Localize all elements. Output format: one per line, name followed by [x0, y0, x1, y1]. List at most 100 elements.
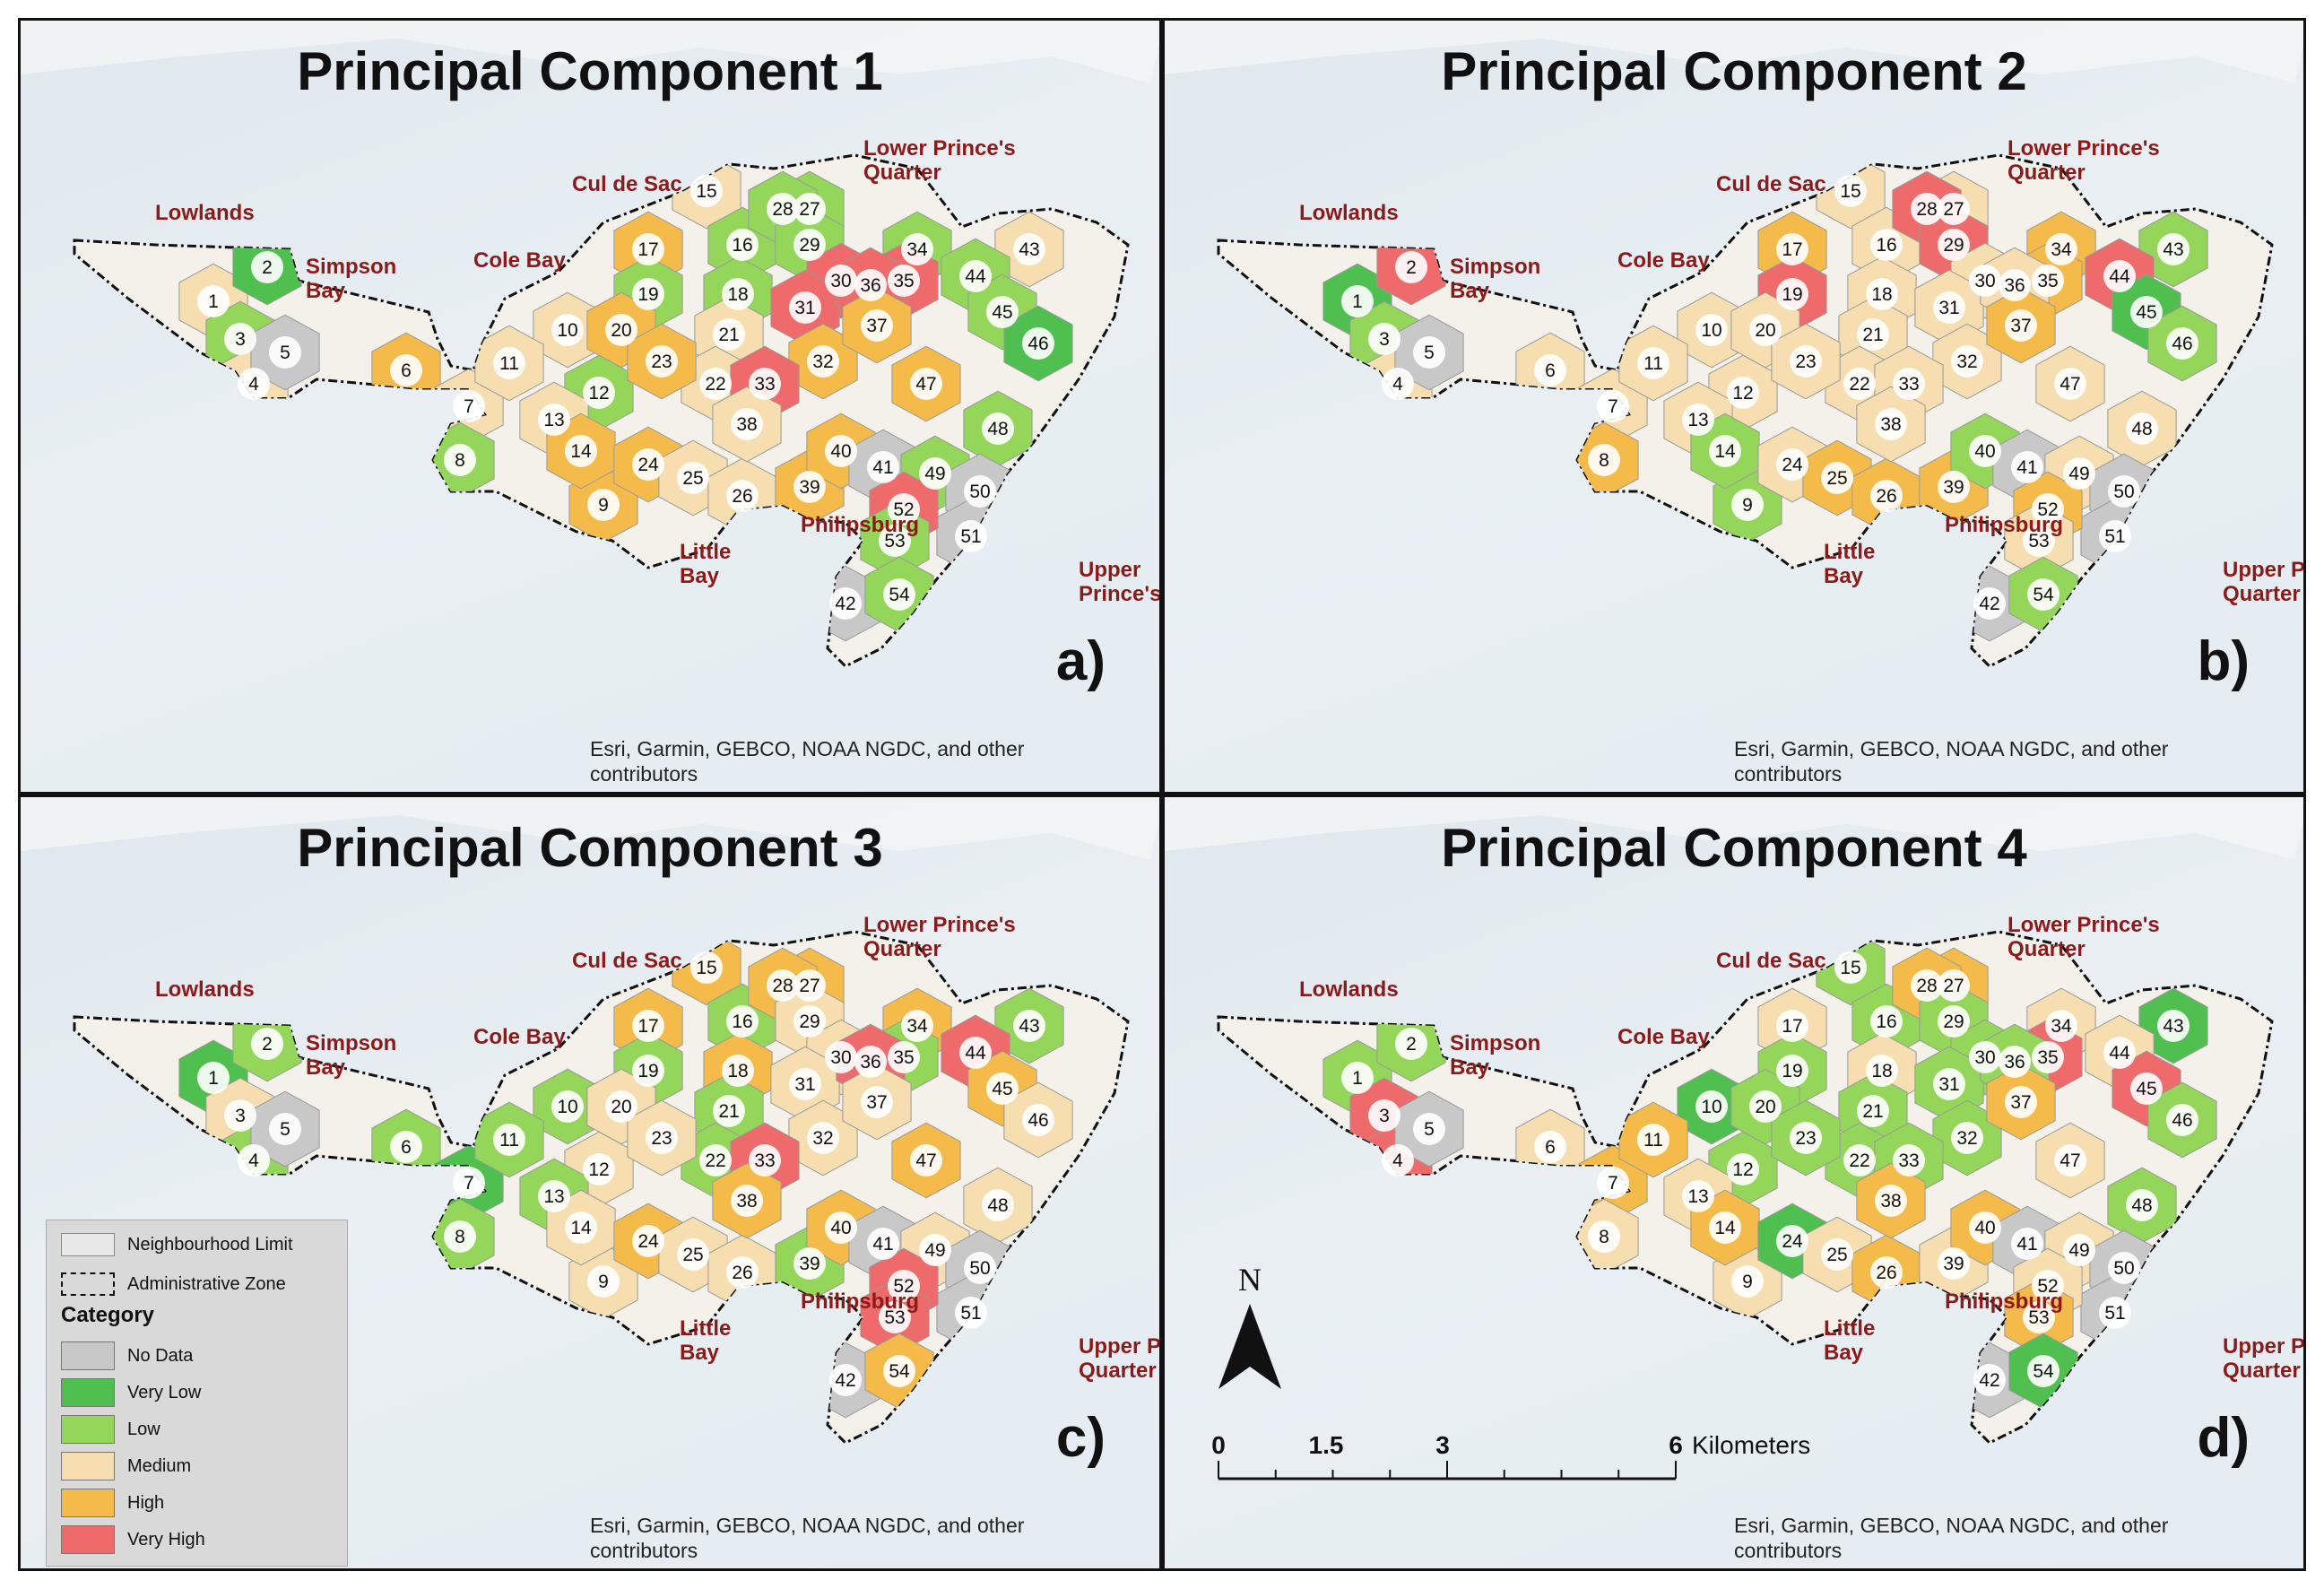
neighbourhood-label-bg: [632, 1225, 664, 1257]
panel-letter: b): [2197, 630, 2250, 692]
region-label-phil: Philipsburg: [801, 1289, 919, 1314]
neighbourhood-number: 1: [208, 1068, 219, 1089]
neighbourhood-label-bg: [690, 175, 723, 207]
neighbourhood-number: 10: [557, 1097, 577, 1117]
neighbourhood-label-bg: [1534, 354, 1566, 386]
scale-bar: 0 1.5 3 6 Kilometers: [1211, 1431, 1810, 1480]
neighbourhood-number: 30: [830, 1047, 851, 1068]
neighbourhood-number: 49: [924, 464, 945, 484]
neighbourhood-label-bg: [2032, 265, 2064, 297]
legend-item-no_data: No Data: [61, 1342, 193, 1370]
neighbourhood-label-bg: [2005, 1086, 2037, 1118]
neighbourhood-number: 28: [1916, 199, 1937, 220]
neighbourhood-label-bg: [1911, 193, 1943, 225]
neighbourhood-number: 9: [1742, 1272, 1753, 1292]
neighbourhood-label-bg: [224, 1099, 256, 1132]
neighbourhood-label-bg: [910, 1144, 942, 1177]
region-label-lowlands: Lowlands: [1299, 201, 1399, 225]
neighbourhood-number: 45: [992, 1079, 1012, 1099]
legend-swatch: [61, 1378, 115, 1407]
neighbourhood-number: 4: [1392, 1151, 1403, 1171]
neighbourhood-label-bg: [1938, 471, 1970, 503]
neighbourhood-number: 36: [2004, 275, 2025, 296]
neighbourhood-number: 41: [872, 1234, 893, 1255]
neighbourhood-number: 18: [1871, 284, 1892, 305]
neighbourhood-label-bg: [2045, 1010, 2077, 1042]
svg-text:N: N: [1238, 1262, 1262, 1298]
neighbourhood-label-bg: [793, 193, 826, 225]
neighbourhood-number: 32: [812, 352, 833, 372]
neighbourhood-number: 38: [736, 414, 757, 435]
neighbourhood-label-bg: [677, 462, 709, 494]
neighbourhood-label-bg: [982, 412, 1014, 445]
neighbourhood-label-bg: [1776, 278, 1808, 310]
neighbourhood-label-bg: [1695, 314, 1728, 346]
neighbourhood-label-bg: [1969, 1211, 2001, 1244]
neighbourhood-swatch: [61, 1233, 115, 1256]
neighbourhood-number: 7: [1608, 1173, 1618, 1194]
neighbourhood-number: 7: [464, 396, 474, 417]
neighbourhood-number: 12: [588, 1159, 609, 1180]
neighbourhood-label-bg: [1382, 1144, 1414, 1177]
neighbourhood-label-bg: [867, 451, 899, 483]
neighbourhood-label-bg: [1938, 1247, 1970, 1280]
neighbourhood-number: 46: [1028, 1110, 1048, 1131]
region-label-cole: Cole Bay: [1617, 1025, 1710, 1049]
neighbourhood-label-bg: [1637, 1124, 1669, 1156]
neighbourhood-label-bg: [1597, 390, 1629, 422]
neighbourhood-label-bg: [2032, 1270, 2064, 1302]
neighbourhood-number: 3: [1379, 329, 1390, 350]
neighbourhood-number: 10: [1701, 320, 1721, 341]
neighbourhood-label-bg: [888, 493, 920, 525]
region-label-cole: Cole Bay: [1617, 248, 1710, 273]
neighbourhood-label-bg: [2005, 309, 2037, 342]
panel-title: Principal Component 4: [1441, 818, 2027, 878]
neighbourhood-number: 40: [830, 441, 851, 462]
neighbourhood-label-bg: [2027, 578, 2060, 611]
map-panel-2: 1 2 3 4 5 6 7 8 9 10 11 12 13 14 15 16 17 18 19 20 21 22 23 24 2…: [1162, 18, 2306, 794]
region-label-lpq: Lower Prince's Quarter: [2007, 136, 2160, 185]
neighbourhood-label-bg: [1870, 480, 1903, 512]
neighbourhood-number: 53: [2028, 531, 2049, 551]
neighbourhood-number: 6: [401, 360, 412, 381]
neighbourhood-number: 27: [1943, 199, 1964, 220]
neighbourhood-label-bg: [1866, 278, 1898, 310]
neighbourhood-number: 39: [799, 477, 819, 498]
neighbourhood-label-bg: [1893, 1144, 1925, 1177]
neighbourhood-label-bg: [854, 269, 887, 301]
neighbourhood-number: 8: [455, 450, 465, 471]
neighbourhood-label-bg: [2126, 412, 2158, 445]
neighbourhood-number: 27: [799, 976, 819, 996]
neighbourhood-label-bg: [1870, 229, 1903, 261]
neighbourhood-label-bg: [197, 1062, 230, 1094]
neighbourhood-label-bg: [238, 368, 270, 400]
neighbourhood-label-bg: [731, 408, 763, 440]
neighbourhood-label-bg: [2063, 1234, 2095, 1266]
neighbourhood-label-bg: [1413, 336, 1445, 369]
neighbourhood-number: 53: [884, 531, 905, 551]
neighbourhood-label-bg: [699, 368, 732, 400]
neighbourhood-label-bg: [493, 1124, 525, 1156]
neighbourhood-number: 51: [2104, 526, 2125, 547]
neighbourhood-number: 9: [598, 495, 609, 516]
neighbourhood-number: 39: [1943, 477, 1964, 498]
neighbourhood-number: 25: [1826, 468, 1847, 489]
legend-category-heading: Category: [61, 1303, 155, 1327]
neighbourhood-label-bg: [713, 1095, 745, 1127]
svg-text:0: 0: [1211, 1431, 1226, 1459]
neighbourhood-label-bg: [1875, 1185, 1907, 1217]
neighbourhood-number: 53: [884, 1307, 905, 1328]
region-label-lowlands: Lowlands: [1299, 977, 1399, 1002]
neighbourhood-label-bg: [825, 1211, 857, 1244]
legend-item-label: Very Low: [127, 1382, 202, 1402]
neighbourhood-label-bg: [551, 1090, 584, 1123]
legend-swatch: [61, 1342, 115, 1370]
neighbourhood-label-bg: [867, 1228, 899, 1260]
neighbourhood-number: 30: [1974, 271, 1995, 291]
legend-item-very_high: Very High: [61, 1525, 205, 1554]
background-landmass: [1165, 797, 2303, 860]
neighbourhood-label-bg: [793, 1005, 826, 1038]
neighbourhood-number: 1: [1352, 1068, 1363, 1089]
